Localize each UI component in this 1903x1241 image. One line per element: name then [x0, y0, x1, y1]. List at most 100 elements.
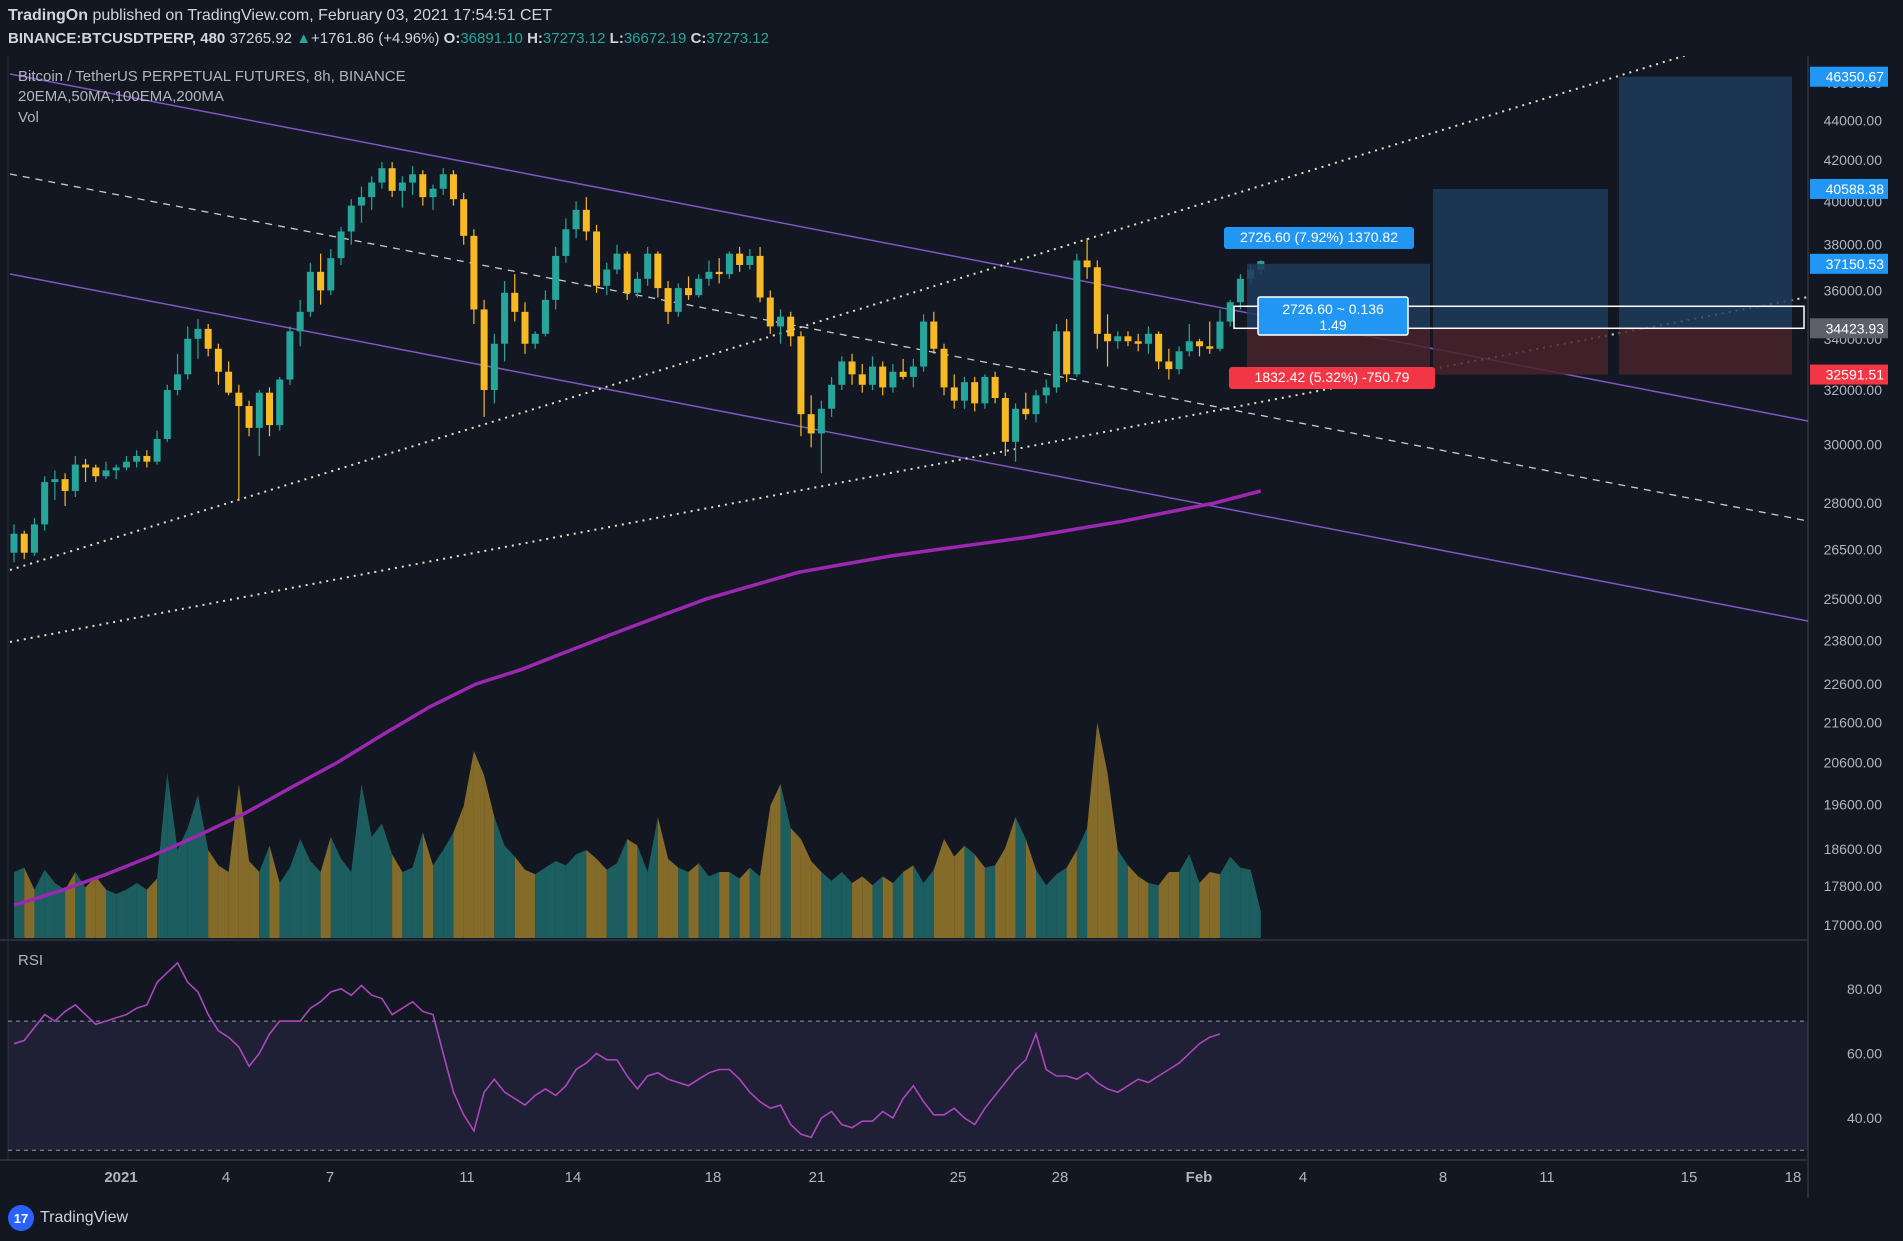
risk-reward-box	[1257, 296, 1409, 336]
price-label: 46350.67	[1826, 69, 1885, 85]
candle-body	[357, 197, 365, 206]
volume-segment	[1199, 872, 1210, 938]
candle-body	[10, 533, 18, 553]
price-tick: 23800.00	[1824, 632, 1883, 648]
volume-segment	[310, 861, 321, 938]
volume-segment	[882, 876, 893, 938]
price-tick: 19600.00	[1824, 797, 1883, 813]
candle-body	[654, 253, 662, 289]
volume-segment	[341, 858, 352, 938]
candle-body	[20, 533, 28, 553]
candle-body	[787, 316, 795, 337]
candle-body	[306, 271, 314, 312]
grid-lines	[0, 56, 1809, 1198]
time-tick: 8	[1439, 1169, 1447, 1186]
volume-segment	[422, 832, 434, 938]
price-tick: 44000.00	[1824, 113, 1883, 129]
price-label-bg	[1810, 253, 1888, 274]
quote-line: BINANCE:BTCUSDTPERP, 480 37265.92 ▲+1761…	[8, 30, 769, 47]
volume-segment	[116, 889, 127, 938]
candle-body	[797, 336, 805, 415]
price-tick: 28000.00	[1824, 495, 1883, 511]
volume-segment	[708, 872, 720, 938]
up-arrow-icon: ▲	[296, 30, 312, 47]
volume-segment	[1056, 867, 1067, 938]
price-tick: 30000.00	[1824, 437, 1883, 453]
position-tool[interactable]: 2726.60 (7.92%) 1370.82 2726.60 ~ 0.1361.…	[1224, 76, 1805, 389]
candle-body	[1042, 387, 1050, 396]
volume-segment	[279, 867, 290, 938]
risk-reward-ratio: 1.49	[1319, 317, 1346, 333]
volume-segment	[831, 872, 842, 938]
volume-segment	[208, 850, 219, 938]
drawing-lines[interactable]	[9, 53, 1809, 907]
volume-segment	[698, 863, 709, 938]
ascending-trend-upper	[9, 53, 1691, 571]
volume-segment	[933, 839, 945, 938]
volume-segment	[995, 847, 1006, 938]
volume-segment	[249, 861, 260, 938]
volume-segment	[167, 773, 178, 938]
price-tick: 17800.00	[1824, 878, 1883, 894]
candle-body	[582, 209, 590, 232]
tradingview-logo[interactable]: 17 TradingView	[8, 1205, 128, 1231]
candle-body	[163, 390, 171, 439]
volume-segment	[75, 872, 86, 938]
volume-segment	[770, 784, 781, 938]
target-info-label-bg	[1224, 227, 1414, 249]
high-value: 37273.12	[542, 30, 606, 47]
candle-body	[501, 292, 509, 344]
volume-legend[interactable]: Vol	[18, 109, 39, 126]
volume-pane	[14, 722, 1261, 938]
volume-segment	[974, 854, 985, 938]
candle-body	[1216, 321, 1224, 349]
candle-body	[950, 387, 958, 401]
volume-segment	[862, 876, 873, 938]
volume-segment	[576, 850, 587, 938]
risk-reward-text: 2726.60 ~ 0.136	[1282, 301, 1384, 317]
price-label: 34423.93	[1826, 320, 1885, 336]
candle-body	[419, 174, 427, 198]
volume-segment	[565, 854, 577, 938]
candle-body	[1236, 278, 1244, 303]
stop-zone	[1619, 328, 1792, 375]
candle-body	[1012, 408, 1020, 442]
candle-body	[552, 255, 560, 300]
price-tick: 18600.00	[1824, 841, 1883, 857]
chart-canvas[interactable]: 2726.60 (7.92%) 1370.82 2726.60 ~ 0.1361.…	[0, 0, 1903, 1198]
target-zone	[1433, 188, 1608, 329]
time-tick: 7	[326, 1169, 334, 1186]
candle-body	[122, 461, 130, 468]
volume-segment	[1087, 722, 1098, 938]
candle-body	[480, 309, 488, 391]
stop-info-label-text: 1832.42 (5.32%) -750.79	[1255, 369, 1410, 385]
rsi-pane: 40.00 60.00 80.00	[8, 961, 1882, 1151]
candle-body	[460, 199, 468, 236]
candle-body	[909, 366, 917, 377]
instrument-legend[interactable]: Bitcoin / TetherUS PERPETUAL FUTURES, 8h…	[18, 68, 406, 85]
indicators-legend[interactable]: 20EMA,50MA,100EMA,200MA	[18, 88, 224, 105]
volume-segment	[1005, 817, 1016, 938]
volume-segment	[1097, 722, 1108, 938]
volume-segment	[688, 863, 699, 938]
candle-body	[1144, 333, 1152, 344]
candle-body	[879, 366, 887, 388]
rsi-legend[interactable]: RSI	[18, 952, 44, 969]
volume-segment	[760, 806, 771, 938]
candle-body	[1134, 341, 1142, 344]
candle-body	[470, 235, 478, 310]
candle-body	[511, 292, 519, 312]
time-tick: 2021	[104, 1169, 137, 1186]
volume-segment	[545, 861, 556, 938]
candle-body	[92, 467, 100, 477]
volume-segment	[892, 872, 904, 938]
time-tick: 25	[950, 1169, 967, 1186]
volume-segment	[954, 845, 965, 938]
price-tick: 20600.00	[1824, 755, 1883, 771]
candle-body	[429, 188, 437, 198]
volume-segment	[24, 867, 35, 938]
price-label-bg	[1810, 318, 1888, 339]
volume-segment	[964, 845, 975, 938]
publisher-name[interactable]: TradingOn	[8, 7, 88, 24]
candle-body	[562, 229, 570, 256]
